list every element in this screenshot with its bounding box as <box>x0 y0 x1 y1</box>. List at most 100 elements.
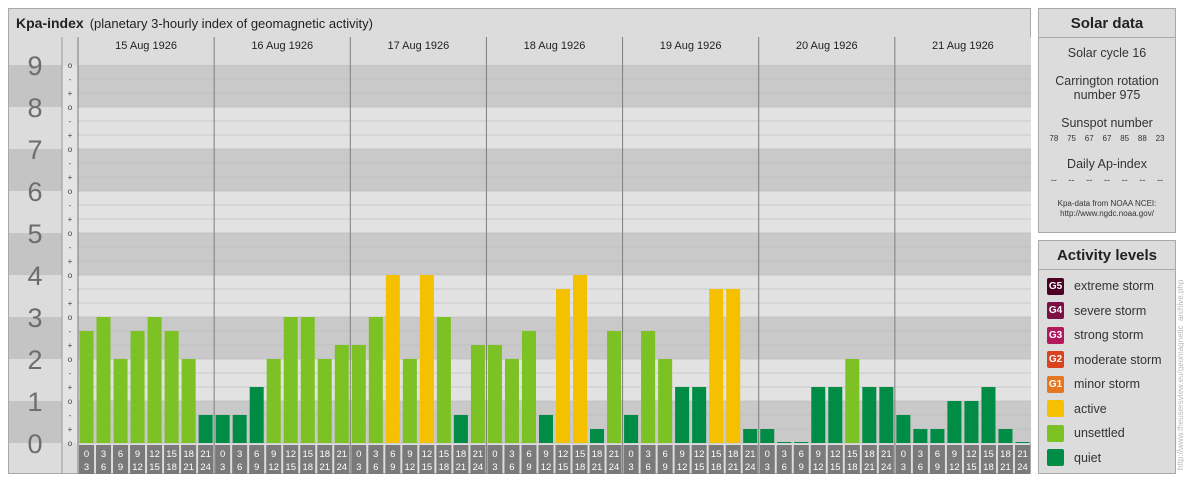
level-label: severe storm <box>1074 303 1147 318</box>
interval-box <box>385 445 401 474</box>
ap-value: -- <box>1050 175 1057 185</box>
y-tick-label: 4 <box>27 261 42 291</box>
y-subtick: - <box>69 285 72 294</box>
interval-end-label: 6 <box>101 462 106 473</box>
sunspot-values: 78 75 67 67 85 88 23 <box>1039 134 1175 143</box>
interval-end-label: 6 <box>509 462 514 473</box>
y-tick-label: 6 <box>27 177 42 207</box>
level-band-label <box>9 65 62 107</box>
interval-box <box>844 445 860 474</box>
interval-start-label: 15 <box>847 449 858 460</box>
carrington-line1: Carrington rotation <box>1055 74 1159 88</box>
kp-bar <box>283 317 298 443</box>
y-subtick: o <box>68 313 73 322</box>
interval-end-label: 15 <box>285 462 296 473</box>
level-band-label <box>9 401 62 443</box>
y-subtick: + <box>68 215 73 224</box>
interval-start-label: 6 <box>662 449 667 460</box>
y-tick-label: 0 <box>27 429 42 459</box>
interval-start-label: 9 <box>407 449 412 460</box>
y-subtick: + <box>68 299 73 308</box>
watermark-url: http://www.theusersview.eu/geomagnetic_a… <box>1176 279 1184 470</box>
interval-box <box>827 445 843 474</box>
interval-box <box>657 445 673 474</box>
level-band <box>78 233 1031 275</box>
interval-start-label: 9 <box>271 449 276 460</box>
level-swatch: G1 <box>1047 375 1064 393</box>
interval-start-label: 18 <box>183 449 194 460</box>
interval-start-label: 15 <box>439 449 450 460</box>
interval-box <box>453 445 469 474</box>
y-subtick: o <box>68 439 73 448</box>
interval-box <box>623 445 639 474</box>
interval-start-label: 12 <box>558 449 569 460</box>
level-swatch <box>1047 449 1064 467</box>
kp-chart: 0 1 2 3 4 5 6 7 8 9 o + - o + - o + - o + - o + - o + - o + - o + - o + - o 15… <box>9 37 1031 474</box>
interval-start-label: 21 <box>336 449 347 460</box>
interval-end-label: 6 <box>237 462 242 473</box>
interval-box <box>606 445 622 474</box>
interval-box <box>742 445 758 474</box>
ap-value: -- <box>1121 175 1128 185</box>
interval-box <box>810 445 826 474</box>
interval-start-label: 12 <box>694 449 705 460</box>
interval-end-label: 24 <box>1017 462 1028 473</box>
level-band <box>78 149 1031 191</box>
interval-start-label: 3 <box>373 449 378 460</box>
interval-end-label: 21 <box>728 462 739 473</box>
y-subtick: + <box>68 173 73 182</box>
level-band <box>78 317 1031 359</box>
kp-bar <box>573 275 588 443</box>
kp-bar <box>470 345 485 443</box>
interval-box <box>538 445 554 474</box>
kp-bar <box>658 359 673 443</box>
interval-box <box>674 445 690 474</box>
kp-bar <box>726 288 741 443</box>
credit-line2: http://www.ngdc.noaa.gov/ <box>1060 209 1154 218</box>
interval-box <box>96 445 112 474</box>
interval-start-label: 21 <box>881 449 892 460</box>
level-band-label <box>9 359 62 401</box>
y-subtick: + <box>68 383 73 392</box>
y-tick-label: 2 <box>27 345 42 375</box>
interval-end-label: 12 <box>405 462 416 473</box>
interval-end-label: 24 <box>745 462 756 473</box>
kp-bar <box>743 429 758 443</box>
day-label: 17 Aug 1926 <box>387 40 449 52</box>
interval-end-label: 21 <box>456 462 467 473</box>
level-item: G5 extreme storm <box>1039 274 1175 299</box>
level-swatch: G5 <box>1047 277 1064 295</box>
interval-box <box>878 445 894 474</box>
kp-chart-svg: 0123456789o+-o+-o+-o+-o+-o+-o+-o+-o+-o15… <box>9 37 1031 474</box>
solar-cycle: Solar cycle 16 <box>1067 46 1147 60</box>
kp-bar <box>624 414 639 443</box>
interval-box <box>487 445 503 474</box>
interval-end-label: 3 <box>356 462 361 473</box>
day-label: 18 Aug 1926 <box>524 40 586 52</box>
interval-end-label: 3 <box>84 462 89 473</box>
level-swatch <box>1047 424 1064 442</box>
interval-start-label: 0 <box>356 449 361 460</box>
interval-box <box>402 445 418 474</box>
kp-bar <box>198 414 213 443</box>
interval-start-label: 6 <box>935 449 940 460</box>
kp-bar <box>79 330 94 443</box>
day-label: 19 Aug 1926 <box>660 40 722 52</box>
y-subtick: + <box>68 425 73 434</box>
kp-bar <box>232 414 247 443</box>
interval-start-label: 6 <box>526 449 531 460</box>
interval-start-label: 21 <box>1017 449 1028 460</box>
level-item: G3 strong storm <box>1039 323 1175 348</box>
interval-box <box>283 445 299 474</box>
y-subtick: - <box>69 411 72 420</box>
interval-end-label: 6 <box>918 462 923 473</box>
interval-box <box>300 445 316 474</box>
kp-bar <box>947 401 962 443</box>
interval-start-label: 18 <box>864 449 875 460</box>
interval-box <box>504 445 520 474</box>
kp-bar <box>419 275 434 443</box>
interval-start-label: 21 <box>473 449 484 460</box>
interval-start-label: 12 <box>830 449 841 460</box>
y-subtick: - <box>69 327 72 336</box>
interval-box <box>232 445 248 474</box>
